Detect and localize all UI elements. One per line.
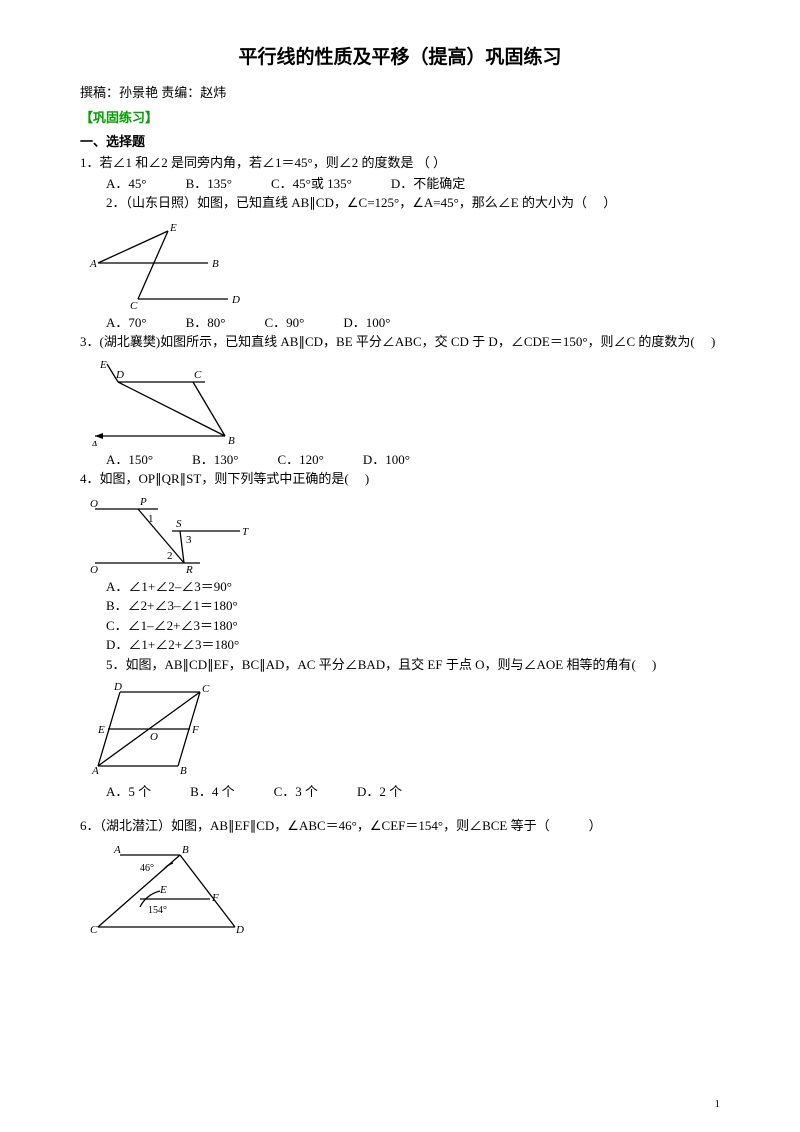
question-5: 5．如图，AB∥CD∥EF，BC∥AD，AC 平分∠BAD，且交 EF 于点 O…: [80, 655, 720, 675]
q1-opt-a: A．45°: [106, 176, 147, 191]
svg-text:D: D: [113, 681, 122, 693]
svg-text:E: E: [99, 359, 107, 371]
svg-text:E: E: [169, 222, 177, 234]
svg-text:E: E: [97, 724, 105, 736]
svg-text:B: B: [180, 765, 187, 777]
svg-text:S: S: [176, 518, 182, 530]
svg-text:2: 2: [167, 550, 173, 562]
svg-text:1: 1: [148, 513, 154, 525]
q2-opt-c: C．90°: [265, 315, 305, 330]
q5-options: A．5 个 B．4 个 C．3 个 D．2 个: [80, 782, 720, 802]
svg-text:A: A: [91, 765, 99, 777]
svg-text:A: A: [113, 844, 121, 856]
q4-opt-d: D．∠1+∠2+∠3＝180°: [106, 635, 720, 655]
q3-options: A．150° B．130° C．120° D．100°: [80, 450, 720, 470]
svg-text:O: O: [150, 731, 158, 743]
q2-options: A．70° B．80° C．90° D．100°: [80, 313, 720, 333]
q3-opt-a: A．150°: [106, 452, 153, 467]
svg-text:P: P: [139, 496, 147, 508]
q1-opt-c: C．45°或 135°: [271, 176, 352, 191]
svg-text:F: F: [211, 892, 219, 904]
svg-text:154°: 154°: [148, 905, 167, 916]
svg-text:D: D: [231, 294, 240, 306]
svg-text:B: B: [228, 435, 235, 446]
q4-options: A．∠1+∠2–∠3＝90° B．∠2+∠3–∠1＝180° C．∠1–∠2+∠…: [80, 577, 720, 655]
q5-opt-d: D．2 个: [357, 784, 402, 799]
svg-text:D: D: [115, 369, 124, 381]
authors: 撰稿：孙景艳 责编：赵炜: [80, 83, 720, 103]
svg-text:T: T: [242, 526, 249, 538]
svg-text:A: A: [89, 258, 97, 270]
q5-figure: D C A B E F O: [80, 678, 720, 778]
q1-opt-d: D．不能确定: [391, 176, 465, 191]
q4-figure: O P S T Q R 1 2 3: [80, 493, 720, 573]
q4-opt-b: B．∠2+∠3–∠1＝180°: [106, 596, 720, 616]
q2-figure: A B C D E: [80, 217, 720, 309]
q2-opt-a: A．70°: [106, 315, 147, 330]
svg-text:E: E: [159, 884, 167, 896]
svg-text:C: C: [194, 369, 202, 381]
question-3: 3．(湖北襄樊)如图所示，已知直线 AB∥CD，BE 平分∠ABC，交 CD 于…: [80, 332, 720, 352]
svg-text:3: 3: [186, 534, 192, 546]
q3-figure: A B C D E: [80, 356, 720, 446]
q2-opt-d: D．100°: [343, 315, 390, 330]
q3-opt-d: D．100°: [363, 452, 410, 467]
svg-text:F: F: [191, 724, 199, 736]
svg-text:46°: 46°: [140, 863, 154, 874]
doc-title: 平行线的性质及平移（提高）巩固练习: [80, 44, 720, 73]
q1-opt-b: B．135°: [186, 176, 232, 191]
svg-text:Q: Q: [90, 564, 98, 573]
svg-text:A: A: [90, 439, 98, 446]
question-4: 4．如图，OP∥QR∥ST，则下列等式中正确的是( ): [80, 469, 720, 489]
q3-opt-b: B．130°: [192, 452, 238, 467]
svg-text:B: B: [212, 258, 219, 270]
q3-opt-c: C．120°: [278, 452, 324, 467]
svg-text:C: C: [130, 300, 138, 309]
page-number: 1: [715, 1096, 721, 1113]
svg-text:C: C: [202, 683, 210, 695]
q4-opt-c: C．∠1–∠2+∠3＝180°: [106, 616, 720, 636]
svg-text:R: R: [185, 564, 193, 573]
svg-text:B: B: [182, 844, 189, 856]
svg-text:O: O: [90, 498, 98, 510]
q5-opt-c: C．3 个: [274, 784, 318, 799]
question-6: 6．（湖北潜江）如图，AB∥EF∥CD，∠ABC＝46°，∠CEF＝154°，则…: [80, 816, 720, 836]
exercise-heading: 【巩固练习】: [80, 108, 720, 128]
question-1: 1．若∠1 和∠2 是同旁内角，若∠1＝45°，则∠2 的度数是 （ ）: [80, 153, 720, 173]
q4-opt-a: A．∠1+∠2–∠3＝90°: [106, 577, 720, 597]
svg-text:C: C: [90, 924, 98, 936]
question-2: 2．（山东日照）如图，已知直线 AB∥CD，∠C=125°，∠A=45°，那么∠…: [80, 193, 720, 213]
q5-opt-a: A．5 个: [106, 784, 151, 799]
choice-heading: 一、选择题: [80, 132, 720, 152]
q5-opt-b: B．4 个: [190, 784, 234, 799]
q6-figure: A B C D E F 46° 154°: [80, 839, 720, 939]
svg-text:D: D: [235, 924, 244, 936]
q1-options: A．45° B．135° C．45°或 135° D．不能确定: [80, 174, 720, 194]
q2-opt-b: B．80°: [186, 315, 226, 330]
